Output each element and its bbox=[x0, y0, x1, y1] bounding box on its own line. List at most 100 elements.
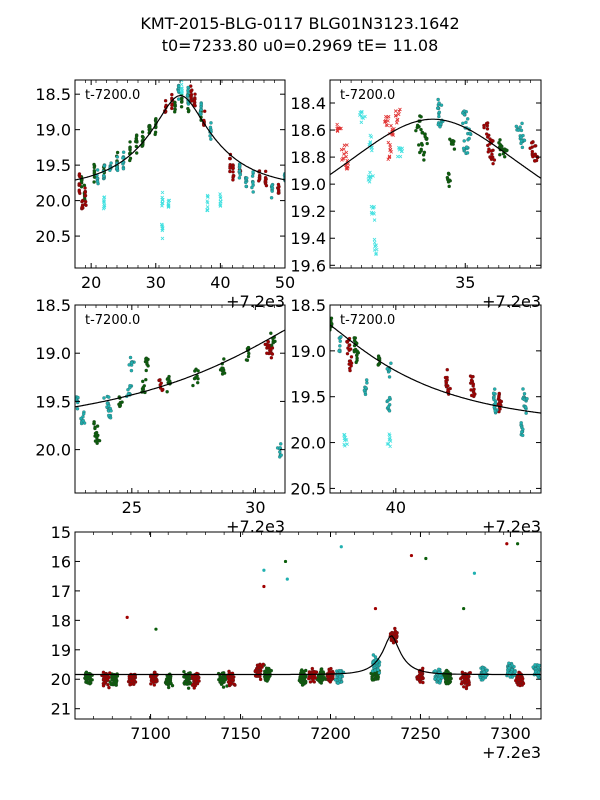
data-point bbox=[79, 185, 84, 189]
data-point bbox=[312, 670, 316, 675]
data-point bbox=[134, 134, 139, 138]
data-point bbox=[78, 174, 82, 179]
data-point bbox=[485, 127, 490, 131]
data-point-x bbox=[370, 148, 374, 153]
data-point bbox=[163, 99, 168, 103]
data-point bbox=[120, 400, 124, 404]
data-point-x bbox=[160, 226, 165, 230]
data-point bbox=[141, 135, 145, 140]
data-point bbox=[107, 395, 111, 399]
data-point bbox=[238, 172, 242, 177]
data-point bbox=[153, 670, 157, 675]
data-point bbox=[231, 178, 235, 182]
data-point bbox=[438, 679, 443, 683]
data-point-x bbox=[160, 236, 165, 241]
data-point-x bbox=[167, 198, 172, 203]
data-point bbox=[269, 196, 274, 200]
data-point bbox=[422, 158, 426, 162]
data-point bbox=[189, 92, 194, 97]
data-point bbox=[466, 117, 470, 121]
data-point-x bbox=[205, 193, 210, 198]
data-point bbox=[93, 431, 98, 436]
data-point bbox=[173, 104, 177, 108]
data-point bbox=[199, 107, 203, 112]
data-point bbox=[347, 348, 351, 352]
data-point bbox=[238, 163, 242, 168]
data-point bbox=[250, 185, 254, 190]
data-point-x bbox=[343, 435, 348, 440]
y-tick-label: 19.0 bbox=[290, 175, 326, 194]
data-point bbox=[179, 105, 184, 109]
data-point-x bbox=[387, 155, 392, 160]
data-point bbox=[497, 394, 501, 398]
data-point bbox=[433, 669, 437, 673]
y-tick-label: 18.8 bbox=[290, 148, 326, 167]
data-point bbox=[303, 680, 308, 685]
data-point bbox=[208, 134, 212, 138]
data-point-x bbox=[372, 237, 377, 242]
data-point bbox=[445, 367, 449, 372]
panel-top-left: 20 30 40 50 18.5 19.0 19.5 20.0 20.5 t-7200.0 +7.2… bbox=[35, 79, 295, 311]
data-point bbox=[109, 409, 113, 413]
data-point bbox=[338, 674, 342, 679]
data-point bbox=[176, 97, 181, 101]
data-point bbox=[461, 121, 465, 126]
data-point bbox=[389, 637, 394, 642]
data-point bbox=[415, 123, 420, 128]
data-point bbox=[502, 155, 507, 159]
data-point-x bbox=[394, 121, 399, 125]
data-point bbox=[469, 393, 474, 398]
data-point bbox=[519, 421, 523, 425]
data-point-x bbox=[397, 109, 401, 114]
data-point bbox=[339, 335, 343, 339]
data-point bbox=[244, 358, 249, 362]
data-point-x bbox=[384, 123, 389, 127]
data-point bbox=[154, 117, 158, 121]
data-point bbox=[489, 149, 494, 153]
data-point bbox=[128, 156, 133, 161]
data-point bbox=[92, 421, 96, 426]
data-point bbox=[326, 675, 331, 679]
data-point-x bbox=[374, 243, 378, 248]
data-point bbox=[144, 357, 148, 361]
x-tick-label: 7200 bbox=[310, 724, 351, 743]
data-point bbox=[85, 680, 90, 685]
data-point bbox=[192, 99, 196, 103]
data-point bbox=[170, 106, 174, 111]
x-offset-label: +7.2e3 bbox=[226, 517, 285, 536]
data-point bbox=[347, 343, 352, 347]
data-point bbox=[221, 685, 226, 689]
data-point bbox=[322, 675, 327, 680]
data-point bbox=[230, 678, 235, 682]
data-point bbox=[445, 175, 450, 180]
data-point-x bbox=[359, 109, 364, 114]
data-point bbox=[387, 409, 392, 413]
data-point-x bbox=[372, 248, 377, 252]
data-point bbox=[394, 631, 399, 636]
data-point bbox=[129, 679, 134, 683]
data-point bbox=[533, 663, 537, 667]
y-tick-label: 19.0 bbox=[290, 342, 326, 361]
data-point-x bbox=[369, 135, 374, 139]
data-point bbox=[452, 147, 457, 151]
data-point bbox=[199, 102, 203, 106]
data-point bbox=[121, 150, 126, 154]
data-point bbox=[364, 386, 368, 390]
x-tick-label: 7100 bbox=[130, 724, 171, 743]
data-point bbox=[153, 130, 158, 134]
data-point-x bbox=[345, 442, 349, 446]
panel-middle-left: 25 30 18.5 19.0 19.5 20.0 t-7200.0 +7.2e3 bbox=[35, 296, 286, 536]
data-point bbox=[460, 670, 465, 674]
data-point bbox=[92, 165, 96, 170]
data-point bbox=[420, 143, 424, 147]
data-point bbox=[490, 152, 494, 157]
data-point bbox=[115, 150, 120, 155]
model-curve bbox=[75, 635, 541, 676]
data-point-x bbox=[394, 113, 398, 118]
panel-middle-right: 40 18.5 19.0 19.5 20.0 20.5 t-7200.0 +7.2e3 bbox=[290, 296, 542, 536]
data-point bbox=[107, 685, 111, 690]
data-point bbox=[208, 125, 213, 130]
data-point bbox=[185, 676, 189, 680]
data-point-x bbox=[394, 114, 398, 118]
data-point bbox=[95, 424, 100, 428]
